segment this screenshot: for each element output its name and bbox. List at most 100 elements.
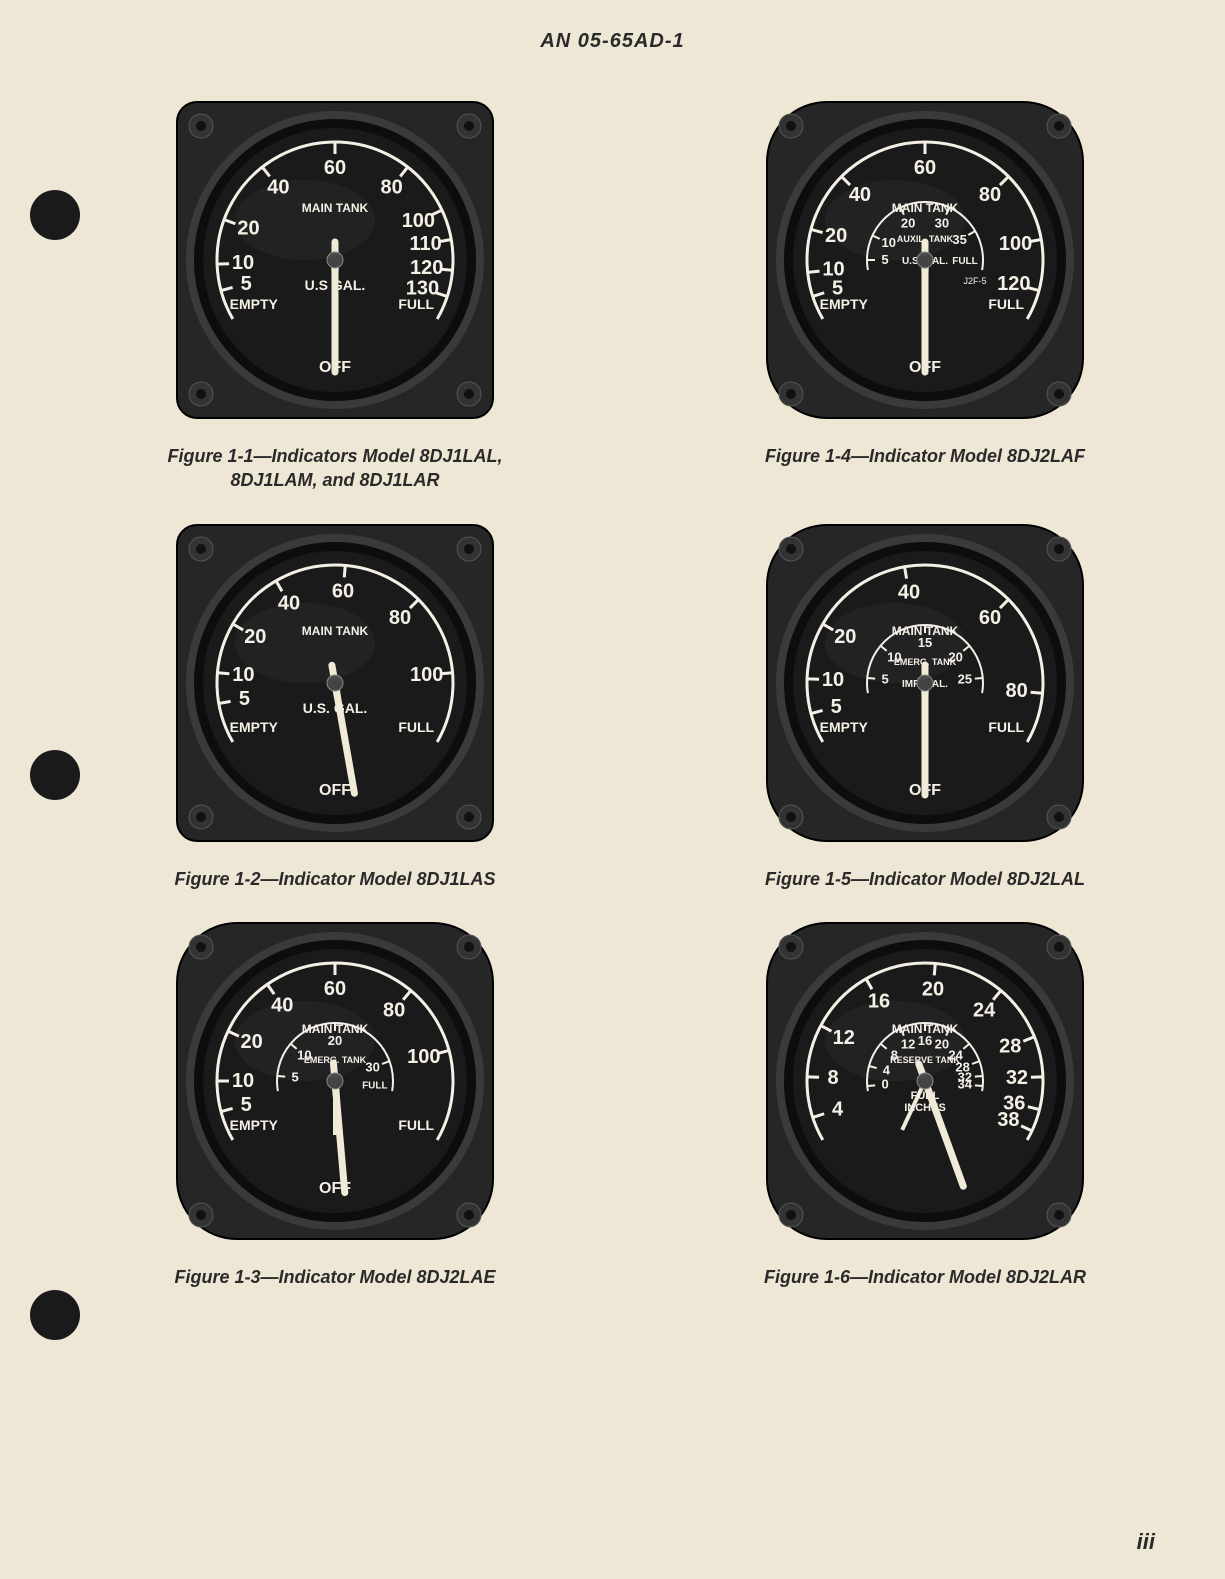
outer-tick-label: 80 [381,177,403,199]
outer-tick [344,565,345,577]
punch-hole [30,190,80,240]
outer-tick-label: 60 [914,157,936,179]
outer-tick-label: 5 [831,695,842,717]
document-header: AN 05-65AD-1 [0,30,1225,53]
outer-tick-label: 60 [332,580,354,602]
screw-icon [464,942,474,952]
outer-tick-label: EMPTY [820,719,869,735]
outer-tick-label: 24 [973,999,996,1021]
outer-tick-label: EMPTY [230,719,279,735]
screw-icon [196,544,206,554]
outer-tick-label: 60 [324,978,346,1000]
gauge-cell: 481216202428323638MAIN TANK0481216202428… [690,911,1160,1289]
outer-tick-label: 5 [832,277,843,299]
screw-icon [1054,121,1064,131]
screw-icon [786,121,796,131]
outer-tick-label: 8 [827,1067,838,1089]
outer-tick-label: FULL [398,719,434,735]
outer-tick [1031,692,1043,693]
outer-tick-label: 4 [832,1098,844,1120]
inner-tick [867,1085,875,1086]
off-label: OFF [319,782,351,799]
inner-tick-label: 25 [958,671,972,686]
outer-tick-label: 60 [979,607,1001,629]
gauge-grid: EMPTY51020406080100110120130FULLMAIN TAN… [100,90,1160,1289]
outer-tick-label: 32 [1006,1067,1028,1089]
gauge-cell: EMPTY51020406080100FULLMAIN TANKU.S. GAL… [100,513,570,891]
inner-tick-label: 34 [958,1076,973,1091]
gauge-cell: EMPTY51020406080FULLMAIN TANK510152025EM… [690,513,1160,891]
screw-icon [1054,1210,1064,1220]
outer-tick-label: 10 [822,668,844,690]
outer-tick-label: EMPTY [820,296,869,312]
outer-tick-label: 80 [979,184,1001,206]
inner-tick [975,1085,983,1086]
outer-tick-label: FULL [398,1117,434,1133]
gauge-cell: EMPTY51020406080100110120130FULLMAIN TAN… [100,90,570,493]
outer-tick-label: 40 [898,581,920,603]
screw-icon [1054,942,1064,952]
gauge: EMPTY51020406080100FULLMAIN TANK5102030F… [165,911,505,1251]
gauge-cell: EMPTY51020406080100FULLMAIN TANK5102030F… [100,911,570,1289]
outer-tick-label: EMPTY [230,296,279,312]
screw-icon [196,121,206,131]
screw-icon [196,389,206,399]
outer-tick-label: 80 [1006,680,1028,702]
outer-tick-label: FULL [988,296,1024,312]
figure-caption: Figure 1-6—Indicator Model 8DJ2LAR [764,1265,1086,1289]
outer-tick-label: 38 [997,1109,1019,1131]
outer-tick-label: 110 [409,233,441,255]
figure-caption: Figure 1-1—Indicators Model 8DJ1LAL,8DJ1… [167,444,502,493]
outer-tick-label: 5 [239,688,250,710]
screw-icon [786,1210,796,1220]
outer-tick-label: 10 [232,252,254,274]
screw-icon [464,544,474,554]
gauge: 481216202428323638MAIN TANK0481216202428… [755,911,1095,1251]
page-number: iii [1137,1529,1155,1555]
figure-caption: Figure 1-4—Indicator Model 8DJ2LAF [765,444,1085,468]
inner-extra-label: J2F-5 [963,276,986,286]
outer-tick [905,566,907,578]
glass-reflection [825,603,965,683]
outer-tick-label: 100 [402,210,435,232]
screw-icon [464,121,474,131]
screw-icon [786,389,796,399]
outer-tick-label: FULL [988,719,1024,735]
inner-tick [975,1076,983,1077]
gauge: EMPTY51020406080100FULLMAIN TANKU.S. GAL… [165,513,505,853]
gauge-cell: EMPTY51020406080100120FULLMAIN TANK51020… [690,90,1160,493]
figure-caption: Figure 1-2—Indicator Model 8DJ1LAS [174,867,495,891]
outer-tick-label: 5 [241,1094,252,1116]
screw-icon [1054,812,1064,822]
outer-tick-label: 80 [383,999,405,1021]
outer-tick-label: 10 [232,1070,254,1092]
outer-tick-label: 100 [410,664,443,686]
glass-reflection [235,1001,375,1081]
outer-tick-label: 20 [922,978,944,1000]
outer-tick-label: 10 [822,259,844,281]
inner-tick-label: FULL [952,256,978,267]
outer-tick [217,672,229,673]
outer-tick-label: 100 [407,1046,440,1068]
outer-tick-label: 28 [999,1035,1021,1057]
outer-tick-label: 60 [324,157,346,179]
outer-tick-label: EMPTY [230,1117,279,1133]
screw-icon [464,1210,474,1220]
gauge: EMPTY51020406080100120FULLMAIN TANK51020… [755,90,1095,430]
screw-icon [196,1210,206,1220]
inner-tick-label: 30 [365,1059,379,1074]
screw-icon [464,389,474,399]
gauge: EMPTY51020406080100110120130FULLMAIN TAN… [165,90,505,430]
outer-tick [934,963,935,975]
screw-icon [786,544,796,554]
page: { "header": "AN 05-65AD-1", "page_number… [0,0,1225,1579]
gauge: EMPTY51020406080FULLMAIN TANK510152025EM… [755,513,1095,853]
inner-tick [975,678,983,679]
outer-tick-label: 80 [389,607,411,629]
glass-reflection [235,603,375,683]
screw-icon [196,942,206,952]
outer-tick-label: FULL [398,296,434,312]
screw-icon [786,812,796,822]
screw-icon [196,812,206,822]
figure-caption: Figure 1-5—Indicator Model 8DJ2LAL [765,867,1085,891]
